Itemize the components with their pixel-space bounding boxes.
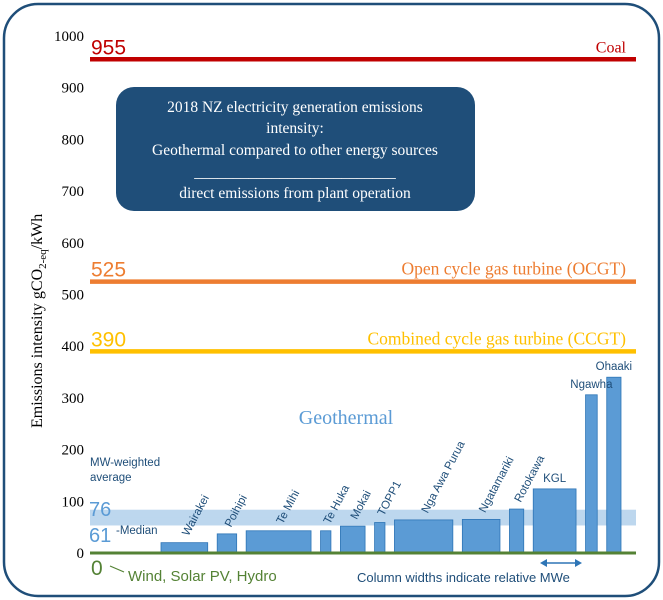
y-tick-label: 700 — [62, 184, 85, 200]
title-box: 2018 NZ electricity generation emissions… — [116, 87, 475, 211]
reference-value-label: 390 — [91, 328, 126, 351]
title-line-1: 2018 NZ electricity generation emissions — [167, 99, 423, 116]
median-value-label: 61 — [89, 525, 111, 547]
geothermal-bars — [160, 376, 622, 554]
bar-te-mihi — [245, 530, 312, 554]
width-arrow-left-head — [540, 559, 547, 567]
reference-value-label: 0 — [91, 557, 103, 580]
bar-ohaaki — [606, 376, 622, 554]
bar-nga-awa-purua — [394, 519, 454, 554]
bar-wairakei — [160, 542, 209, 554]
bar-label: Ohaaki — [596, 361, 632, 373]
reference-line-label: Combined cycle gas turbine (CCGT) — [367, 328, 626, 348]
title-rule: __________________________ — [193, 164, 396, 181]
width-note: Column widths indicate relative MWe — [357, 570, 570, 585]
reference-line-label: Wind, Solar PV, Hydro — [128, 568, 277, 585]
y-tick-label: 1000 — [54, 29, 84, 45]
average-band — [90, 509, 636, 518]
average-median-bands — [90, 509, 636, 526]
reference-value-label: 955 — [91, 36, 126, 59]
renewables-pointer — [109, 565, 125, 573]
y-tick-label: 200 — [62, 443, 85, 459]
reference-lines: 955 Coal 525 Open cycle gas turbine (OCGT) 3… — [90, 36, 636, 585]
y-tick-label: 400 — [62, 339, 85, 355]
median-band — [90, 517, 636, 526]
median-label: -Median — [116, 525, 158, 537]
title-line-2: intensity: — [266, 120, 324, 137]
geothermal-label: Geothermal — [299, 407, 394, 429]
reference-line-label: Coal — [596, 39, 627, 56]
bar-poihipi — [216, 533, 238, 554]
y-tick-label: 100 — [62, 494, 85, 510]
y-tick-label: 600 — [62, 236, 85, 252]
y-axis-label-subscript: 2-eq — [37, 249, 49, 269]
y-axis-label-unit: /kWh — [29, 214, 46, 250]
bar-kgl — [532, 488, 577, 554]
title-box-background — [116, 87, 475, 211]
bar-rotokawa — [509, 508, 525, 554]
y-tick-label: 500 — [62, 288, 85, 304]
average-label-line-1: MW-weighted — [90, 457, 160, 469]
reference-value-label: 525 — [91, 259, 126, 282]
y-tick-label: 300 — [62, 391, 85, 407]
bar-te-huka — [320, 530, 332, 554]
bar-label: KGL — [543, 473, 567, 485]
average-label-line-2: average — [90, 472, 132, 484]
average-value-label: 76 — [89, 499, 111, 521]
y-axis-ticks: 0 100 200 300 400 500 600 700 800 900 1000 — [54, 29, 84, 562]
y-tick-label: 800 — [62, 132, 85, 148]
y-axis-label-main: Emissions intensity gCO — [29, 269, 46, 428]
width-arrow-right-head — [575, 559, 582, 567]
title-line-4: direct emissions from plant operation — [179, 185, 411, 202]
y-axis-label: Emissions intensity gCO2-eq/kWh — [29, 214, 49, 428]
y-tick-label: 900 — [62, 81, 85, 97]
width-note-arrow — [540, 559, 582, 567]
y-tick-label: 0 — [77, 546, 85, 562]
bar-ngawha — [585, 394, 598, 554]
bar-mokai — [340, 525, 366, 554]
bar-ngatamariki — [461, 518, 501, 554]
title-line-3: Geothermal compared to other energy sour… — [152, 142, 438, 159]
bar-label: Ngawha — [570, 379, 613, 391]
reference-line-label: Open cycle gas turbine (OCGT) — [401, 259, 626, 279]
bar-topp1 — [374, 522, 386, 554]
